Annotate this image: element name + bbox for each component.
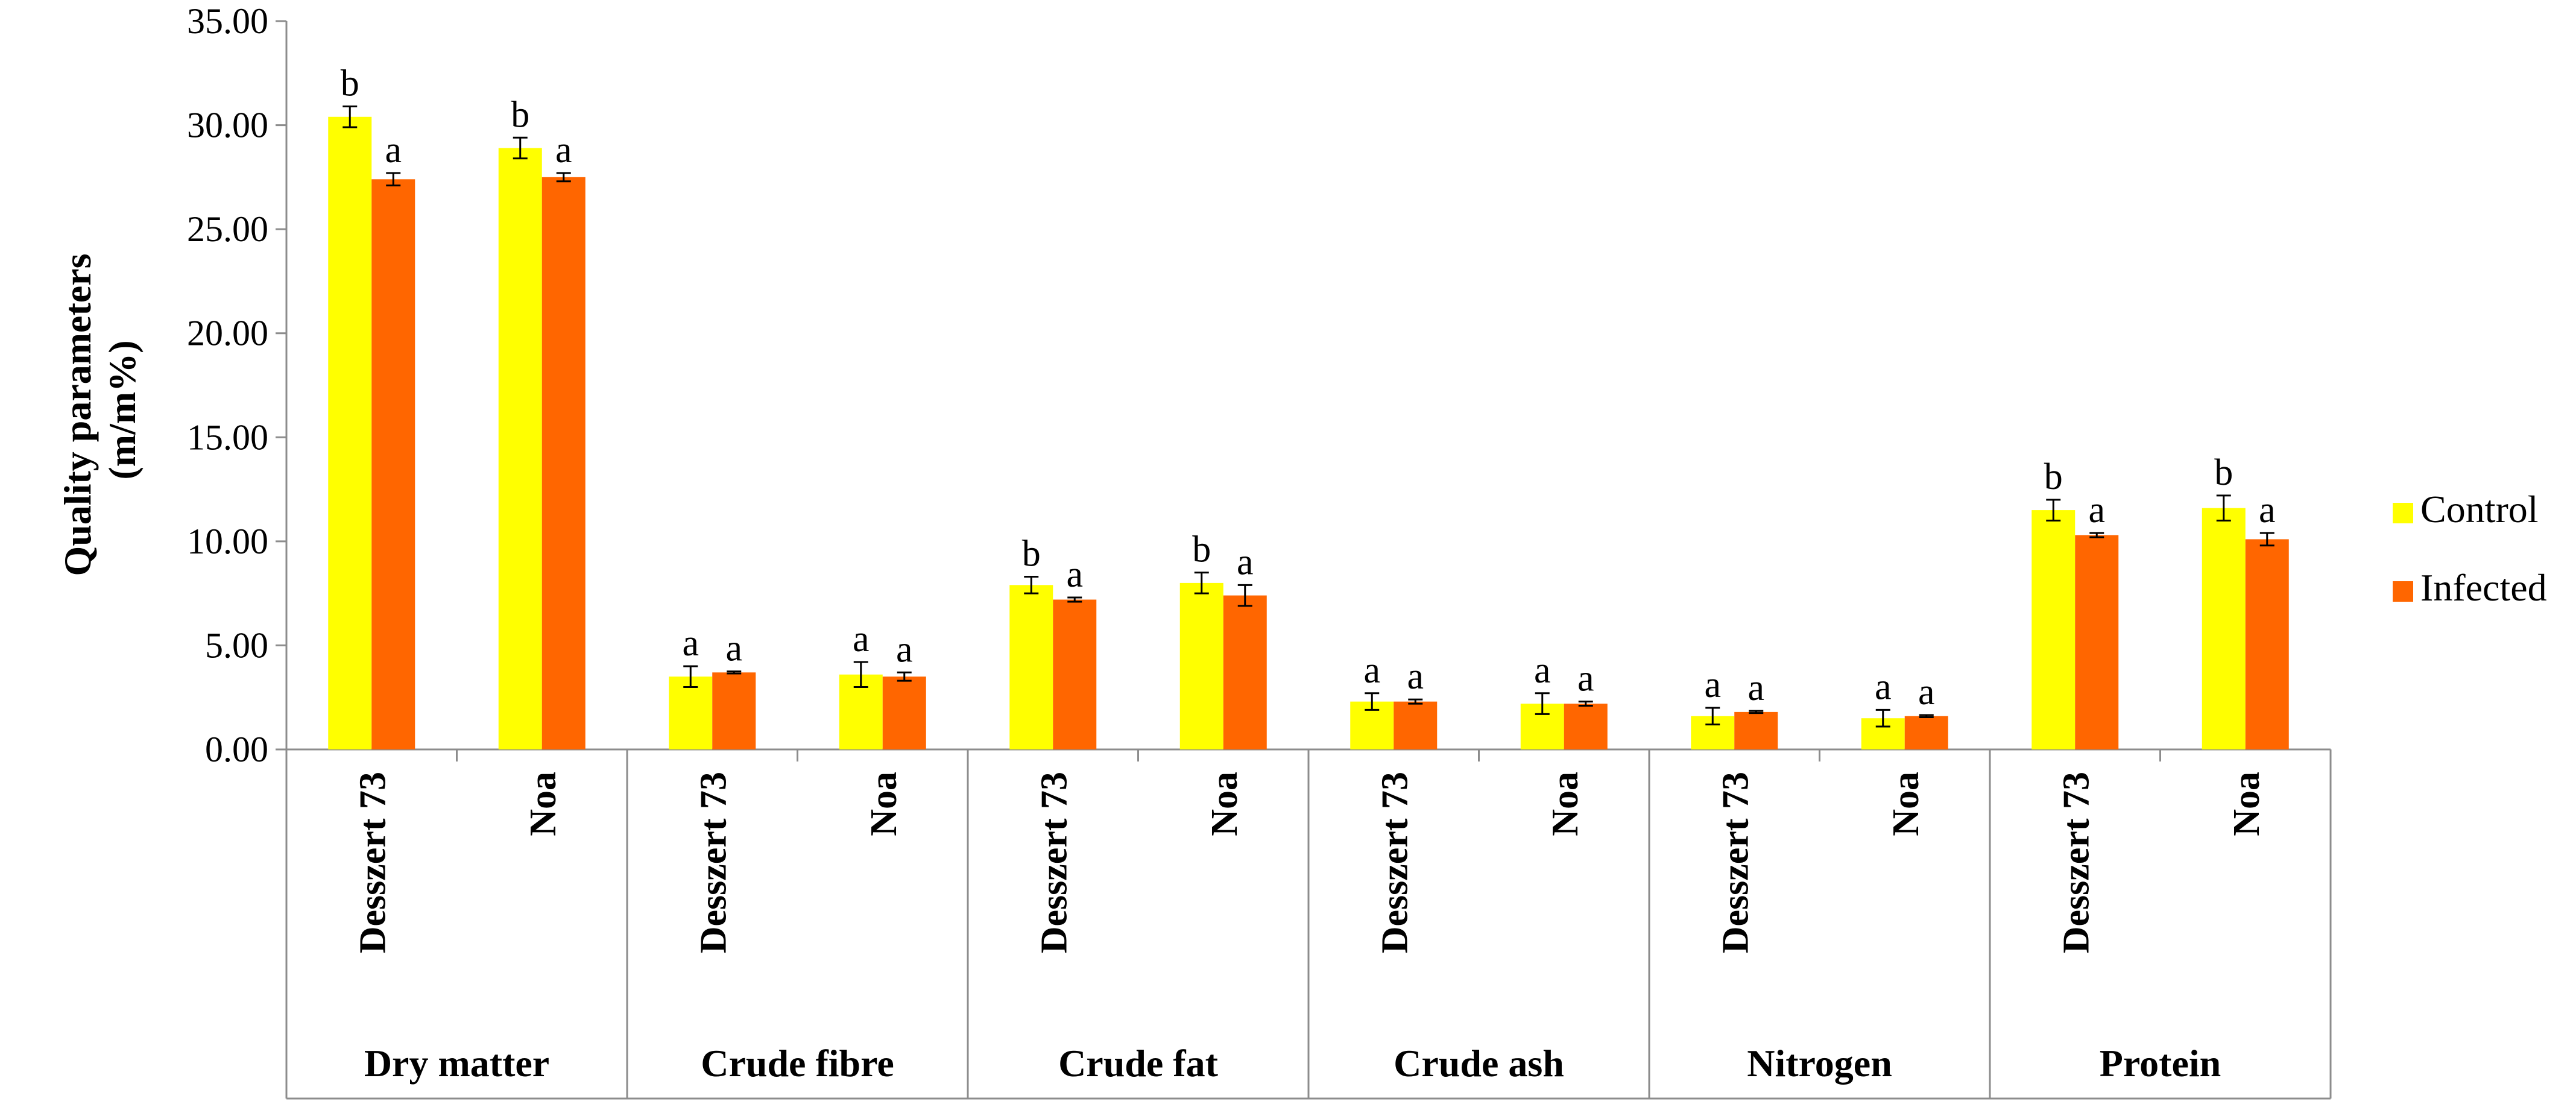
variety-label: Desszert 73 [1715, 772, 1756, 953]
bar-control [498, 148, 542, 750]
significance-letter: b [2044, 456, 2063, 497]
significance-letter: b [1192, 529, 1211, 570]
y-tick-label: 15.00 [187, 417, 268, 457]
y-axis-title-line-1: Quality parameters [56, 254, 99, 576]
group-label: Crude fat [1058, 1042, 1219, 1085]
legend-swatch-infected [2393, 581, 2413, 602]
significance-letter: a [682, 623, 699, 664]
group-label: Crude ash [1394, 1042, 1564, 1085]
group-label: Nitrogen [1747, 1042, 1892, 1085]
y-tick-label: 20.00 [187, 314, 268, 353]
y-tick-label: 10.00 [187, 522, 268, 561]
bar-control [1009, 585, 1053, 749]
significance-letter: a [725, 628, 742, 669]
significance-letter: b [511, 94, 529, 135]
category-labels: Desszert 73 Noa Dry matter Desszert 73 Noa Cr… [352, 772, 2267, 1085]
group-label: Protein [2100, 1042, 2221, 1085]
significance-letter: a [1363, 650, 1380, 691]
bar-infected [1223, 595, 1267, 749]
significance-letter: a [1407, 656, 1424, 697]
group-label: Dry matter [364, 1042, 549, 1085]
variety-label: Desszert 73 [1034, 772, 1075, 953]
bar-control [1179, 582, 1223, 749]
legend-label-infected: Infected [2420, 566, 2547, 609]
bar-infected [1394, 701, 1438, 749]
significance-letter: a [1534, 650, 1551, 691]
significance-letter: a [896, 629, 913, 670]
error-bars [343, 106, 2275, 728]
bar-control [669, 676, 713, 749]
bar-infected [1053, 599, 1097, 749]
variety-label: Noa [863, 772, 904, 836]
bar-infected [882, 676, 926, 749]
significance-letter: a [555, 130, 572, 171]
variety-label: Desszert 73 [352, 772, 393, 953]
y-tick-label: 0.00 [205, 730, 268, 769]
y-axis-title-line-2: (m/m%) [101, 340, 144, 479]
group-label: Crude fibre [701, 1042, 894, 1085]
variety-label: Desszert 73 [693, 772, 734, 953]
legend-label-control: Control [2420, 488, 2539, 531]
bar-infected [1564, 704, 1608, 749]
significance-letter: a [2088, 490, 2105, 531]
variety-label: Noa [1886, 772, 1927, 836]
bar-infected [2075, 535, 2119, 749]
axes: 0.00 5.00 10.00 15.00 20.00 25.00 30.00 35.00 [187, 1, 2332, 1100]
bar-control [2202, 508, 2246, 749]
significance-letter: a [385, 130, 402, 171]
bar-infected [2245, 539, 2289, 749]
significance-letter: a [1066, 554, 1083, 595]
significance-letter: a [1237, 541, 1254, 582]
significance-letter: b [1022, 534, 1041, 575]
significance-letter: a [853, 619, 870, 660]
bar-infected [1734, 711, 1778, 749]
significance-letter: a [1918, 672, 1935, 713]
significance-letter: a [2259, 490, 2276, 531]
y-tick-label: 5.00 [205, 625, 268, 665]
variety-label: Desszert 73 [2056, 772, 2097, 953]
legend-swatch-control [2393, 503, 2413, 523]
y-axis-title: Quality parameters (m/m%) [56, 244, 144, 576]
y-tick-label: 35.00 [187, 1, 268, 41]
significance-letter: a [1747, 667, 1764, 708]
bar-control [328, 116, 372, 749]
y-tick-label: 25.00 [187, 209, 268, 249]
y-tick-label: 30.00 [187, 106, 268, 145]
bar-infected [371, 179, 415, 749]
significance-letter: a [1577, 658, 1594, 699]
variety-label: Noa [1204, 772, 1245, 836]
variety-label: Noa [2226, 772, 2267, 836]
bars [328, 116, 2289, 750]
variety-label: Noa [1545, 772, 1586, 836]
variety-label: Noa [523, 772, 564, 836]
significance-letter: b [341, 63, 359, 104]
bar-infected [1904, 716, 1948, 749]
bar-control [2031, 510, 2076, 749]
legend: Control Infected [2393, 488, 2547, 609]
bar-infected [541, 177, 586, 749]
significance-letter: a [1875, 666, 1892, 707]
variety-label: Desszert 73 [1374, 772, 1415, 953]
significance-letter: b [2214, 452, 2233, 493]
bar-infected [712, 672, 756, 749]
significance-letter: a [1704, 664, 1721, 705]
